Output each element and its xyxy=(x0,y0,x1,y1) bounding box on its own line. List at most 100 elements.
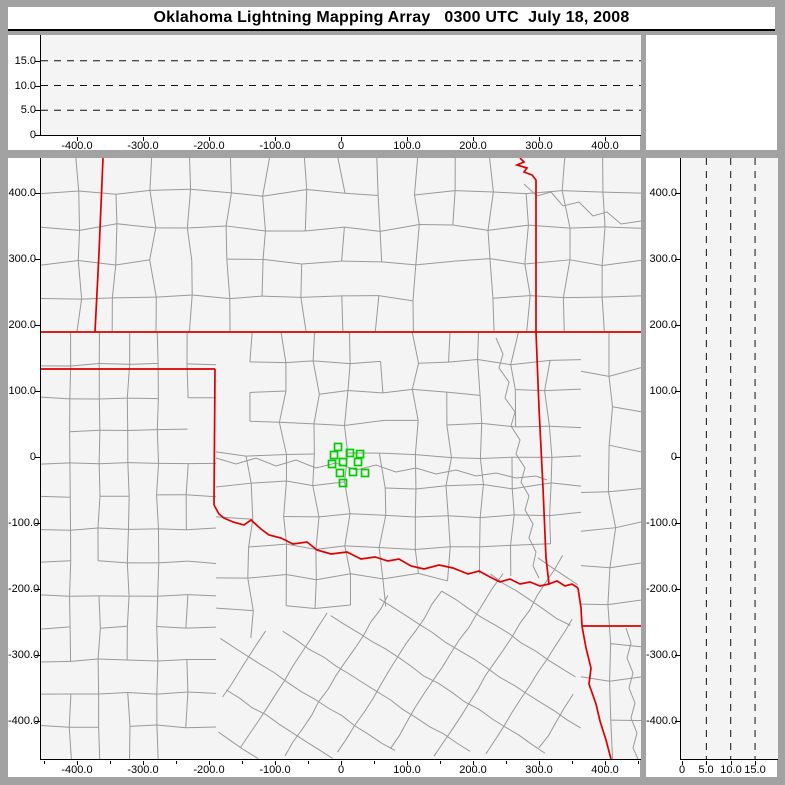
lma-station-marker xyxy=(348,467,358,477)
tick-label: -300.0 xyxy=(8,649,40,661)
tick-label: 0 xyxy=(670,451,677,463)
tick-mark xyxy=(706,761,707,765)
lma-station-marker xyxy=(335,468,345,478)
tick-label: 0 xyxy=(337,140,345,152)
tick-label: -300.0 xyxy=(127,140,159,152)
tick-mark xyxy=(143,137,144,141)
tick-mark xyxy=(374,761,375,764)
page-title: Oklahoma Lightning Mapping Array 0300 UT… xyxy=(153,9,630,26)
title-bar: Oklahoma Lightning Mapping Array 0300 UT… xyxy=(8,7,775,31)
tick-label: 15.0 xyxy=(14,55,36,67)
tick-mark xyxy=(35,523,40,524)
ew-altitude-panel: 15.0 10.0 5.0 0 -400.0 -300.0 -200.0 -100.0 0 100… xyxy=(8,35,641,152)
tick-mark xyxy=(341,137,342,141)
tick-label: -200.0 xyxy=(646,583,678,595)
tick-mark xyxy=(110,761,111,764)
tick-mark xyxy=(242,761,243,764)
tick-mark xyxy=(675,325,680,326)
ns-altitude-plot[interactable] xyxy=(680,158,778,760)
tick-label: 200.0 xyxy=(8,319,36,331)
tick-mark xyxy=(35,193,40,194)
map-svg xyxy=(41,158,641,759)
lma-station-marker xyxy=(355,449,365,459)
tick-mark xyxy=(675,457,680,458)
lma-station-marker xyxy=(360,468,370,478)
tick-mark xyxy=(35,589,40,590)
lma-station-marker xyxy=(338,478,348,488)
lma-station-marker xyxy=(353,457,363,467)
tick-mark xyxy=(675,721,680,722)
tick-label: -100.0 xyxy=(8,517,40,529)
tick-mark xyxy=(341,761,342,765)
tick-label: -200.0 xyxy=(8,583,40,595)
tick-mark xyxy=(35,391,40,392)
tick-mark xyxy=(275,761,276,765)
tick-label: 300.0 xyxy=(649,253,677,265)
tick-label: 100.0 xyxy=(393,140,421,152)
tick-label: 400.0 xyxy=(591,140,619,152)
tick-mark xyxy=(35,325,40,326)
tick-mark xyxy=(572,761,573,764)
tick-label: -200.0 xyxy=(193,764,225,776)
tick-label: 300.0 xyxy=(8,253,36,265)
tick-mark xyxy=(440,761,441,764)
tick-mark xyxy=(209,761,210,765)
tick-label: 300.0 xyxy=(525,140,553,152)
tick-label: -400.0 xyxy=(646,715,678,727)
tick-mark xyxy=(675,259,680,260)
tick-mark xyxy=(675,589,680,590)
ew-altitude-plot[interactable] xyxy=(40,35,641,136)
tick-label: 200.0 xyxy=(459,764,487,776)
tick-mark xyxy=(506,761,507,764)
tick-label: 0 xyxy=(29,129,36,141)
tick-mark xyxy=(44,761,45,764)
tick-mark xyxy=(675,391,680,392)
ns-altitude-panel: 400.0 300.0 200.0 100.0 0 -100.0 -200.0 -300.0 -… xyxy=(646,158,778,777)
tick-mark xyxy=(77,761,78,765)
lma-station-marker xyxy=(333,442,343,452)
tick-label: 400.0 xyxy=(649,187,677,199)
tick-label: 15.0 xyxy=(744,764,766,776)
tick-mark xyxy=(308,761,309,764)
tick-mark xyxy=(35,655,40,656)
tick-mark xyxy=(407,137,408,141)
ns-altitude-svg xyxy=(705,158,756,759)
tick-label: 300.0 xyxy=(525,764,553,776)
tick-label: 0 xyxy=(29,451,36,463)
plan-view-map[interactable] xyxy=(40,158,641,760)
tick-mark xyxy=(77,137,78,141)
tick-mark xyxy=(35,135,40,136)
tick-label: 0 xyxy=(337,764,345,776)
tick-label: 5.0 xyxy=(20,104,36,116)
tick-mark xyxy=(473,137,474,141)
tick-mark xyxy=(407,761,408,765)
tick-mark xyxy=(35,259,40,260)
ew-altitude-svg xyxy=(41,60,641,111)
lma-station-marker xyxy=(329,450,339,460)
lma-station-marker xyxy=(327,459,337,469)
tick-label: 100.0 xyxy=(393,764,421,776)
tick-label: 400.0 xyxy=(591,764,619,776)
tick-mark xyxy=(35,457,40,458)
tick-mark xyxy=(605,761,606,765)
tick-label: -100.0 xyxy=(259,764,291,776)
tick-label: -400.0 xyxy=(8,715,40,727)
tick-mark xyxy=(275,137,276,141)
lma-station-marker xyxy=(338,457,348,467)
tick-mark xyxy=(35,61,40,62)
tick-label: 200.0 xyxy=(649,319,677,331)
tick-mark xyxy=(35,721,40,722)
tick-label: -300.0 xyxy=(646,649,678,661)
tick-label: 100.0 xyxy=(8,385,36,397)
tick-mark xyxy=(143,761,144,765)
corner-panel xyxy=(646,35,777,150)
tick-mark xyxy=(675,193,680,194)
tick-label: 100.0 xyxy=(649,385,677,397)
tick-mark xyxy=(35,86,40,87)
tick-mark xyxy=(209,137,210,141)
tick-label: 10.0 xyxy=(720,764,742,776)
tick-mark xyxy=(675,655,680,656)
tick-label: -200.0 xyxy=(193,140,225,152)
lma-station-marker xyxy=(345,448,355,458)
